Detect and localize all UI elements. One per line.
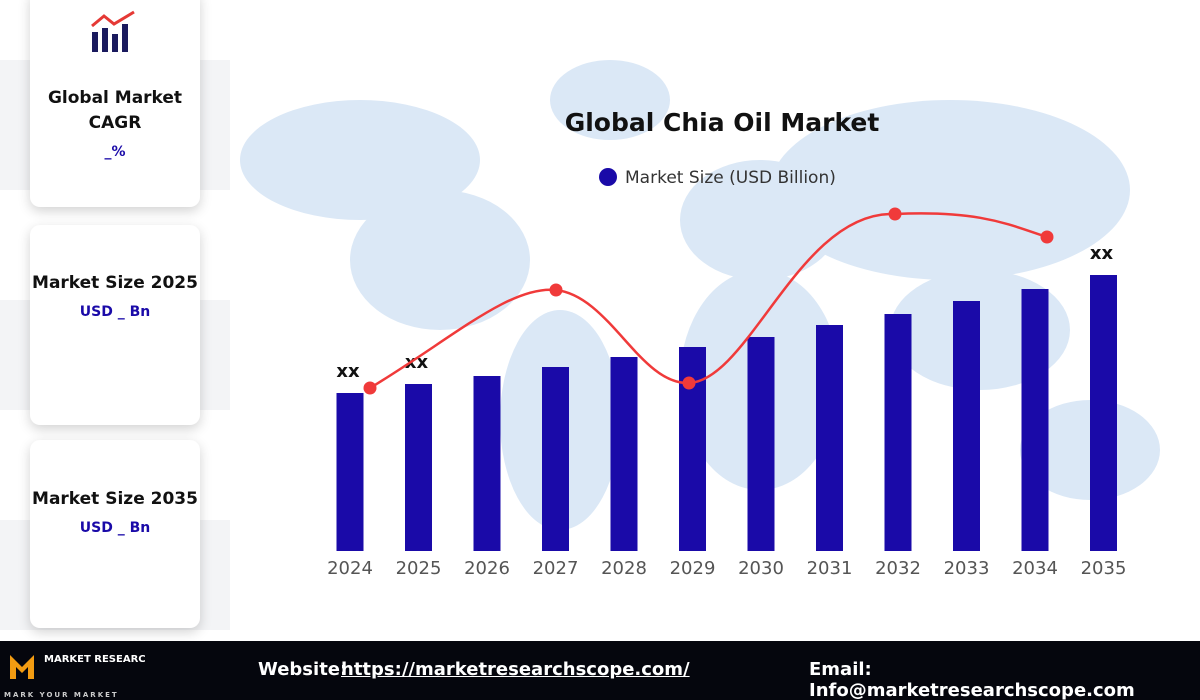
chart-title: Global Chia Oil Market [565,108,880,137]
size-2025-card: Market Size 2025 USD _ Bn [30,225,200,425]
data-label: xx [336,361,360,382]
data-label: xx [1090,243,1114,264]
bar [747,337,775,551]
legend-label: Market Size (USD Billion) [625,168,836,188]
x-tick-label: 2034 [1012,558,1058,579]
x-tick-label: 2024 [327,558,373,579]
x-tick-label: 2026 [464,558,510,579]
logo: MARKET RESEARCH SCOPE MARK YOUR MARKET [4,654,145,699]
logo-tagline: MARK YOUR MARKET [4,691,119,699]
bar [953,301,980,551]
chart-icon [91,10,135,52]
size-2035-card: Market Size 2035 USD _ Bn [30,440,200,628]
card-title: Global Market CAGR [47,88,183,133]
card-title: Market Size 2035 [32,489,198,509]
data-label: xx [405,352,429,373]
website-link[interactable]: https://marketresearchscope.com/ [341,659,690,680]
x-tick-label: 2030 [738,558,784,579]
email: Email: Info@marketresearchscope.com [809,659,1135,700]
card-title: Market Size 2025 [32,273,198,293]
x-tick-label: 2031 [807,558,853,579]
x-tick-label: 2033 [944,558,990,579]
bar [1090,275,1117,551]
bar [336,393,364,551]
trend-dots [363,207,1054,395]
bar [473,376,501,551]
chart: Global Chia Oil Market Market Size (USD … [240,60,1160,579]
x-tick-label: 2035 [1081,558,1127,579]
x-tick-label: 2029 [670,558,716,579]
card-value: USD _ Bn [79,304,151,320]
card-value: _% [104,144,126,160]
bar [542,367,569,551]
card-value: USD _ Bn [79,520,151,536]
x-tick-label: 2025 [396,558,442,579]
bar [1021,289,1049,551]
bar [610,357,638,551]
logo-text: MARKET RESEARCH SCOPE [44,654,145,665]
footer: MARKET RESEARCH SCOPE MARK YOUR MARKET W… [0,641,1200,700]
world-map [240,60,1160,530]
legend-swatch [599,168,617,186]
cagr-card: Global Market CAGR _% [30,0,200,207]
x-tick-label: 2032 [875,558,921,579]
x-tick-label: 2028 [601,558,647,579]
bar [816,325,843,551]
x-tick-label: 2027 [533,558,579,579]
bar [884,314,912,551]
website-label: Website: [258,659,348,680]
bar [405,384,432,551]
